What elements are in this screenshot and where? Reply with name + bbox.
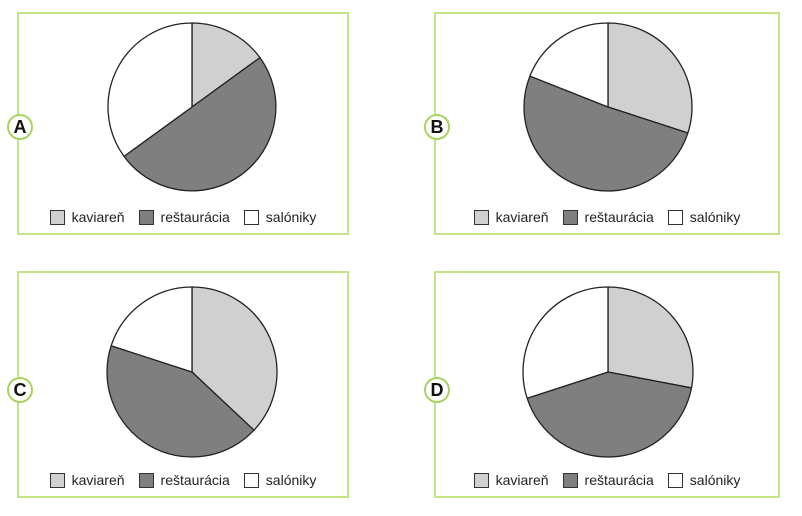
legend-label-restauracia: reštaurácia	[584, 209, 654, 225]
legend-item-saloniky: salóniky	[243, 209, 317, 225]
legend-item-saloniky: salóniky	[667, 472, 741, 488]
pie-chart-b	[523, 22, 693, 192]
swatch-restauracia	[562, 209, 578, 225]
swatch-kaviaren	[49, 209, 65, 225]
legend-label-restauracia: reštaurácia	[584, 472, 654, 488]
swatch-kaviaren	[49, 472, 65, 488]
legend-item-restauracia: reštaurácia	[138, 209, 230, 225]
swatch-saloniky	[243, 472, 259, 488]
panel-badge-c: C	[7, 377, 33, 403]
legend-item-restauracia: reštaurácia	[138, 472, 230, 488]
pie-slice-kaviaren	[191, 286, 278, 431]
panel-badge-b: B	[424, 114, 450, 140]
swatch-saloniky	[243, 209, 259, 225]
legend-item-kaviaren: kaviareň	[49, 209, 125, 225]
legend-item-kaviaren: kaviareň	[473, 472, 549, 488]
panel-badge-a: A	[7, 114, 33, 140]
pie-chart-d	[522, 286, 694, 458]
pie-slice-restauracia	[523, 75, 689, 192]
legend-b: kaviareň reštaurácia salóniky	[436, 209, 778, 225]
legend-item-saloniky: salóniky	[667, 209, 741, 225]
legend-label-kaviaren: kaviareň	[495, 209, 549, 225]
chart-panel-d: D kaviareň reštaurácia salóniky	[424, 271, 780, 498]
legend-c: kaviareň reštaurácia salóniky	[19, 472, 347, 488]
legend-label-saloniky: salóniky	[265, 209, 317, 225]
pie-slice-kaviaren	[607, 22, 693, 134]
panel-badge-d: D	[424, 377, 450, 403]
chart-panel-c: C kaviareň reštaurácia salóniky	[7, 271, 349, 498]
pie-slice-kaviaren	[607, 286, 694, 389]
swatch-saloniky	[667, 209, 683, 225]
pie-slice-restauracia	[123, 56, 277, 192]
chart-panel-a: A kaviareň reštaurácia salóniky	[7, 12, 349, 235]
legend-label-saloniky: salóniky	[689, 209, 741, 225]
legend-label-restauracia: reštaurácia	[160, 209, 230, 225]
swatch-kaviaren	[473, 209, 489, 225]
legend-d: kaviareň reštaurácia salóniky	[436, 472, 778, 488]
legend-a: kaviareň reštaurácia salóniky	[19, 209, 347, 225]
pie-slice-saloniky	[529, 22, 609, 108]
chart-panel-b: B kaviareň reštaurácia salóniky	[424, 12, 780, 235]
swatch-restauracia	[562, 472, 578, 488]
legend-item-restauracia: reštaurácia	[562, 209, 654, 225]
pie-slice-restauracia	[526, 371, 693, 458]
pie-slice-saloniky	[107, 22, 193, 158]
pie-slice-kaviaren	[191, 22, 261, 108]
legend-item-kaviaren: kaviareň	[49, 472, 125, 488]
legend-item-saloniky: salóniky	[243, 472, 317, 488]
legend-item-kaviaren: kaviareň	[473, 209, 549, 225]
pie-slice-saloniky	[522, 286, 609, 399]
legend-label-kaviaren: kaviareň	[71, 209, 125, 225]
swatch-kaviaren	[473, 472, 489, 488]
pie-slice-restauracia	[106, 345, 255, 458]
pie-chart-c	[106, 286, 278, 458]
swatch-restauracia	[138, 209, 154, 225]
legend-label-kaviaren: kaviareň	[495, 472, 549, 488]
legend-label-restauracia: reštaurácia	[160, 472, 230, 488]
pie-chart-a	[107, 22, 277, 192]
legend-label-saloniky: salóniky	[265, 472, 317, 488]
legend-label-saloniky: salóniky	[689, 472, 741, 488]
legend-label-kaviaren: kaviareň	[71, 472, 125, 488]
swatch-restauracia	[138, 472, 154, 488]
legend-item-restauracia: reštaurácia	[562, 472, 654, 488]
pie-slice-saloniky	[110, 286, 193, 373]
swatch-saloniky	[667, 472, 683, 488]
